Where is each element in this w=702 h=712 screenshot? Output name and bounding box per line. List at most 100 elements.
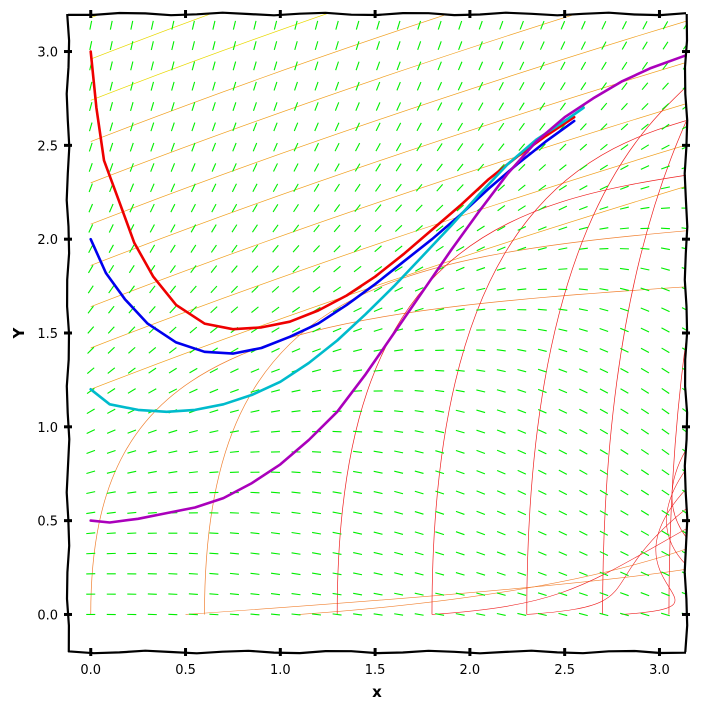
field-segment [396, 122, 402, 132]
field-segment [170, 142, 175, 152]
field-segment [128, 326, 136, 334]
field-segment [396, 81, 401, 91]
field-segment [681, 247, 686, 250]
field-segment [353, 572, 363, 576]
field-segment [335, 61, 340, 71]
field-segment [232, 81, 237, 91]
field-segment [291, 491, 301, 494]
field-segment [660, 227, 670, 230]
field-segment [497, 205, 506, 212]
field-segment [620, 592, 629, 597]
x-tick-label: 2.0 [460, 663, 481, 678]
field-segment [375, 122, 381, 132]
field-segment [355, 81, 360, 91]
field-segment [435, 531, 445, 536]
field-segment [129, 244, 135, 253]
field-segment [374, 245, 382, 253]
field-segment [291, 348, 301, 353]
field-segment [540, 20, 545, 30]
field-segment [376, 61, 381, 71]
field-segment [107, 388, 116, 394]
field-segment [456, 204, 464, 212]
field-segment [517, 225, 527, 231]
field-segment [455, 592, 465, 596]
field-segment [333, 224, 341, 233]
field-segment [455, 287, 465, 292]
field-segment [130, 61, 134, 71]
field-segment [620, 530, 629, 536]
solution-curve-2 [89, 119, 576, 355]
field-segment [291, 613, 301, 616]
field-segment [538, 143, 546, 151]
field-segment [86, 491, 96, 495]
field-segment [455, 490, 465, 495]
field-segment [232, 122, 237, 132]
field-segment [619, 287, 629, 291]
x-tick-label: 2.5 [554, 663, 575, 678]
field-segment [435, 551, 445, 556]
field-segment [171, 102, 175, 111]
field-segment [190, 285, 197, 294]
field-segment [457, 143, 464, 152]
contour-line [526, 508, 686, 615]
field-segment [620, 510, 629, 516]
field-segment [537, 530, 547, 536]
field-segment [681, 591, 686, 595]
field-segment [455, 308, 465, 312]
field-segment [332, 552, 342, 555]
field-segment [189, 367, 198, 374]
field-segment [538, 510, 547, 516]
field-segment [394, 245, 403, 252]
field-segment [621, 61, 628, 70]
field-segment [394, 572, 404, 576]
field-segment [169, 285, 177, 294]
field-segment [394, 349, 404, 352]
field-segment [271, 285, 280, 293]
field-segment [416, 143, 422, 152]
field-segment [293, 102, 299, 111]
field-segment [168, 471, 178, 474]
field-segment [229, 450, 239, 453]
field-segment [106, 449, 116, 454]
field-segment [353, 551, 363, 556]
field-segment [518, 122, 525, 131]
field-segment [354, 163, 361, 172]
field-segment [476, 571, 486, 576]
field-segment [109, 61, 113, 71]
field-segment [681, 327, 686, 331]
field-segment [376, 20, 380, 30]
field-segment [499, 41, 504, 50]
field-segment [517, 348, 527, 352]
field-segment [251, 285, 259, 293]
field-segment [127, 491, 137, 494]
field-segment [106, 429, 116, 434]
field-segment [394, 307, 404, 312]
field-segment [437, 20, 442, 30]
field-segment [210, 265, 218, 273]
field-segment [168, 388, 178, 394]
field-segment [560, 41, 566, 50]
field-segment [314, 81, 319, 91]
field-segment [313, 183, 320, 192]
y-tick-label: 0.5 [37, 515, 58, 530]
contour-line [666, 469, 686, 565]
field-segment [640, 165, 650, 170]
field-segment [620, 368, 629, 374]
field-segment [250, 409, 260, 413]
field-segment [250, 430, 260, 433]
field-segment [661, 287, 670, 292]
field-segment [149, 203, 155, 213]
field-segment [89, 102, 93, 112]
field-segment [332, 491, 342, 494]
field-segment [211, 102, 216, 111]
field-segment [437, 81, 443, 91]
field-segment [109, 41, 113, 51]
field-segment [130, 102, 134, 112]
field-segment [150, 61, 154, 71]
field-segment [251, 244, 259, 253]
field-segment [661, 612, 670, 617]
field-segment [191, 61, 196, 71]
field-segment [415, 225, 423, 232]
field-segment [414, 450, 424, 454]
field-segment [147, 470, 157, 474]
